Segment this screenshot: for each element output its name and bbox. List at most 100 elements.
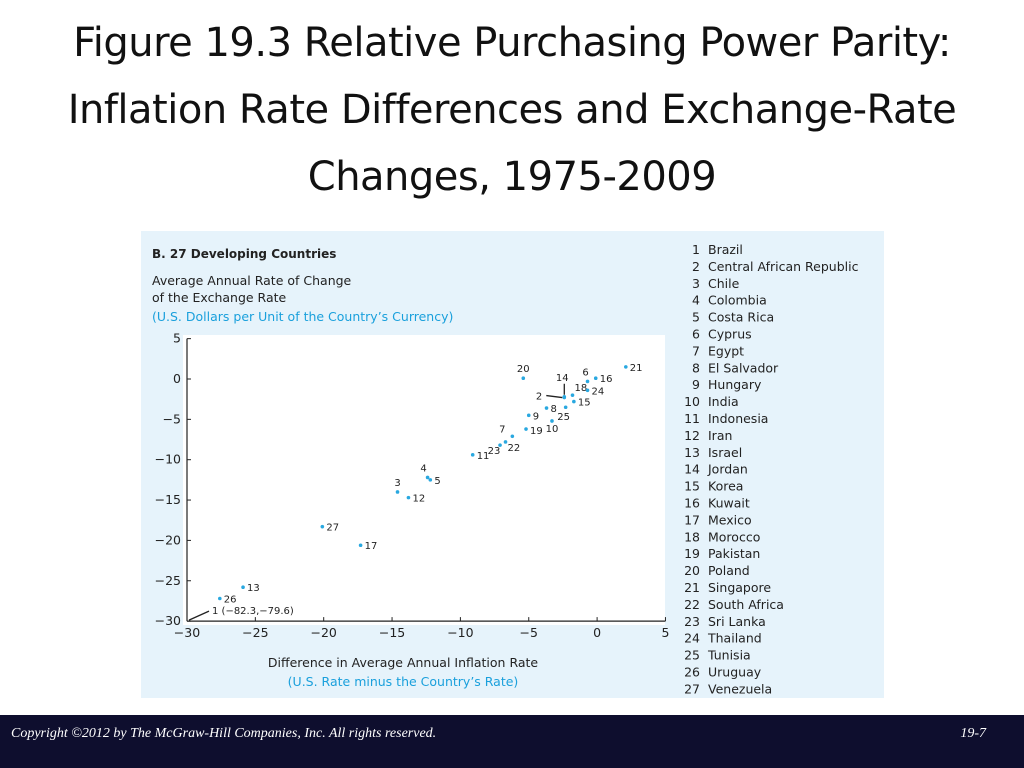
data-point-13	[241, 585, 245, 590]
arrow-2	[546, 394, 563, 399]
data-point-26	[218, 596, 222, 601]
point-label: 11	[477, 451, 490, 462]
point-label: 12	[412, 494, 425, 505]
legend-country: Tunisia	[707, 648, 751, 663]
data-point-7	[510, 434, 515, 439]
legend-country: Chile	[708, 276, 740, 291]
point-label: 15	[578, 398, 591, 409]
point-label: 25	[557, 412, 570, 423]
y-tick-label: 0	[173, 371, 181, 386]
slide-title: Figure 19.3 Relative Purchasing Power Pa…	[67, 20, 957, 200]
point-label: 19	[530, 426, 543, 437]
data-point-16	[593, 376, 598, 380]
legend-country: Israel	[708, 445, 742, 460]
x-tick-label: −10	[447, 625, 473, 640]
point-label: 5	[434, 476, 440, 487]
legend-country: Indonesia	[708, 411, 768, 426]
legend-number: 5	[692, 310, 700, 325]
point-label: 4	[420, 463, 426, 474]
data-point-22	[503, 440, 508, 444]
legend-number: 4	[692, 293, 700, 308]
legend-country: Mexico	[708, 512, 752, 527]
legend-number: 18	[684, 529, 700, 544]
legend-country: Hungary	[708, 377, 762, 392]
data-point-14	[562, 394, 567, 399]
data-point-25	[563, 405, 568, 410]
data-point-24	[585, 388, 590, 393]
y-axis-sublabel: (U.S. Dollars per Unit of the Country’s …	[152, 309, 453, 324]
point-label: 17	[365, 541, 378, 552]
x-tick-label: −25	[242, 625, 268, 640]
legend-number: 21	[684, 580, 700, 595]
offchart-annotation: 1 (−82.3,−79.6)	[212, 606, 294, 617]
x-tick-label: −15	[379, 625, 405, 640]
legend-number: 10	[684, 394, 700, 409]
slide-footer: Copyright ©2012 by The McGraw-Hill Compa…	[0, 715, 1024, 768]
y-tick-label: −20	[155, 532, 181, 547]
legend-country: Cyprus	[708, 327, 752, 342]
point-label: 6	[582, 367, 588, 378]
legend-country: South Africa	[708, 597, 784, 612]
legend-number: 14	[684, 462, 700, 477]
data-point-11	[470, 453, 475, 457]
legend-country: Singapore	[708, 580, 771, 595]
legend-number: 9	[692, 377, 700, 392]
x-axis-label: Difference in Average Annual Inflation R…	[268, 655, 539, 670]
data-point-10	[550, 419, 554, 423]
y-tick-label: 5	[173, 331, 181, 346]
copyright-text: Copyright ©2012 by The McGraw-Hill Compa…	[11, 726, 437, 741]
point-label: 24	[592, 386, 605, 397]
chart-panel: B. 27 Developing Countries Average Annua…	[141, 231, 884, 698]
y-tick-label: −5	[163, 411, 181, 426]
legend-number: 17	[684, 512, 700, 527]
legend-number: 7	[692, 343, 700, 358]
legend-country: Poland	[708, 563, 750, 578]
data-point-17	[358, 543, 363, 548]
panel-title: B. 27 Developing Countries	[152, 247, 336, 261]
legend-country: Morocco	[708, 529, 760, 544]
offchart-arrow	[188, 610, 210, 621]
data-point-19	[524, 427, 528, 431]
point-label: 20	[517, 364, 530, 375]
data-point-8	[544, 406, 549, 410]
x-tick-label: −30	[174, 625, 200, 640]
scatter-chart: B. 27 Developing Countries Average Annua…	[152, 242, 859, 696]
legend-country: Iran	[708, 428, 732, 443]
legend-number: 25	[684, 648, 700, 663]
point-label: 2	[536, 392, 542, 403]
point-label: 16	[600, 374, 613, 385]
legend-country: Brazil	[708, 242, 743, 257]
point-label: 22	[508, 443, 521, 454]
point-label: 14	[556, 373, 569, 384]
legend-country: Pakistan	[708, 546, 760, 561]
point-label: 13	[247, 583, 260, 594]
slide-number: 19-7	[960, 726, 986, 741]
legend-number: 23	[684, 614, 700, 629]
data-point-3	[395, 490, 400, 494]
plot-area	[183, 335, 665, 625]
legend-number: 26	[684, 665, 700, 680]
point-label: 21	[630, 363, 643, 374]
legend-country: Jordan	[707, 462, 748, 477]
legend-number: 20	[684, 563, 700, 578]
y-tick-label: −30	[155, 613, 181, 628]
legend-number: 3	[692, 276, 700, 291]
x-axis-sublabel: (U.S. Rate minus the Country’s Rate)	[288, 674, 519, 689]
data-point-18	[570, 393, 575, 397]
data-point-15	[572, 399, 576, 404]
legend-country: Costa Rica	[708, 310, 774, 325]
legend-number: 16	[684, 496, 700, 511]
data-point-21	[624, 365, 628, 369]
y-axis-label-line1: Average Annual Rate of Change	[152, 273, 352, 288]
data-point-20	[521, 376, 526, 380]
data-point-5	[428, 478, 433, 482]
data-point-12	[406, 495, 411, 500]
legend-country: Korea	[708, 479, 743, 494]
y-tick-label: −10	[155, 452, 181, 467]
data-point-23	[498, 443, 502, 447]
x-tick-label: 5	[661, 625, 669, 640]
point-label: 18	[574, 383, 587, 394]
legend-country: El Salvador	[708, 360, 779, 375]
legend-country: Sri Lanka	[708, 614, 766, 629]
y-axis-label-line2: of the Exchange Rate	[152, 290, 287, 305]
